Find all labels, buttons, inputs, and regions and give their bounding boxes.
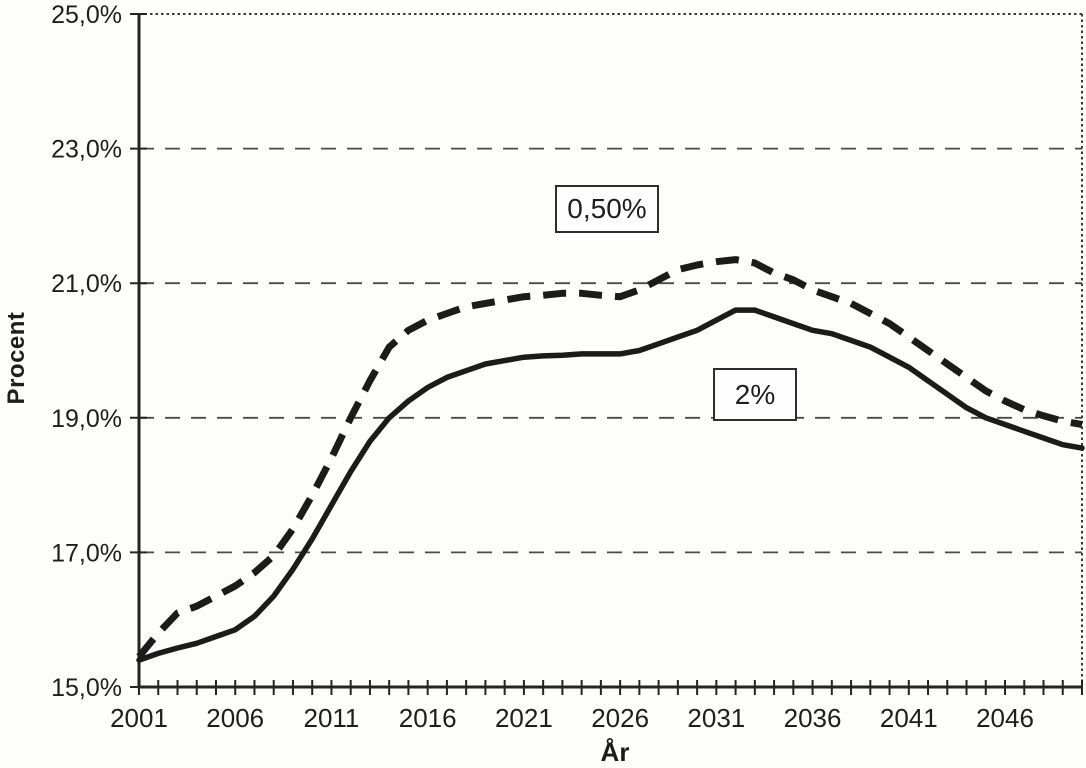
annotation-solid-series-label: 2%	[713, 368, 797, 421]
x-axis-title: År	[600, 737, 630, 767]
x-tick-label-2041: 2041	[880, 703, 938, 733]
series-line-dashed-0-50pct	[136, 256, 1083, 659]
y-tick-label-23: 23,0%	[51, 136, 122, 164]
x-tick-label-2011: 2011	[303, 703, 359, 733]
x-tick-label-2006: 2006	[206, 703, 264, 733]
x-tick-label-2046: 2046	[976, 703, 1034, 733]
x-tick-label-2026: 2026	[591, 703, 649, 733]
x-tick-label-2001: 2001	[110, 703, 168, 733]
x-tick-label-2016: 2016	[399, 703, 457, 733]
y-tick-label-19: 19,0%	[51, 405, 122, 433]
x-tick-label-2031: 2031	[687, 703, 745, 733]
y-tick-label-21: 21,0%	[51, 270, 122, 298]
y-tick-label-15: 15,0%	[51, 674, 122, 702]
annotation-dashed-series-label: 0,50%	[555, 185, 659, 233]
y-axis-title: Procent	[3, 311, 30, 405]
series-line-solid-2pct	[136, 307, 1085, 663]
x-tick-label-2036: 2036	[784, 703, 842, 733]
y-tick-label-17: 17,0%	[51, 539, 122, 567]
x-tick-label-2021: 2021	[495, 703, 553, 733]
y-tick-label-25: 25,0%	[51, 1, 122, 29]
